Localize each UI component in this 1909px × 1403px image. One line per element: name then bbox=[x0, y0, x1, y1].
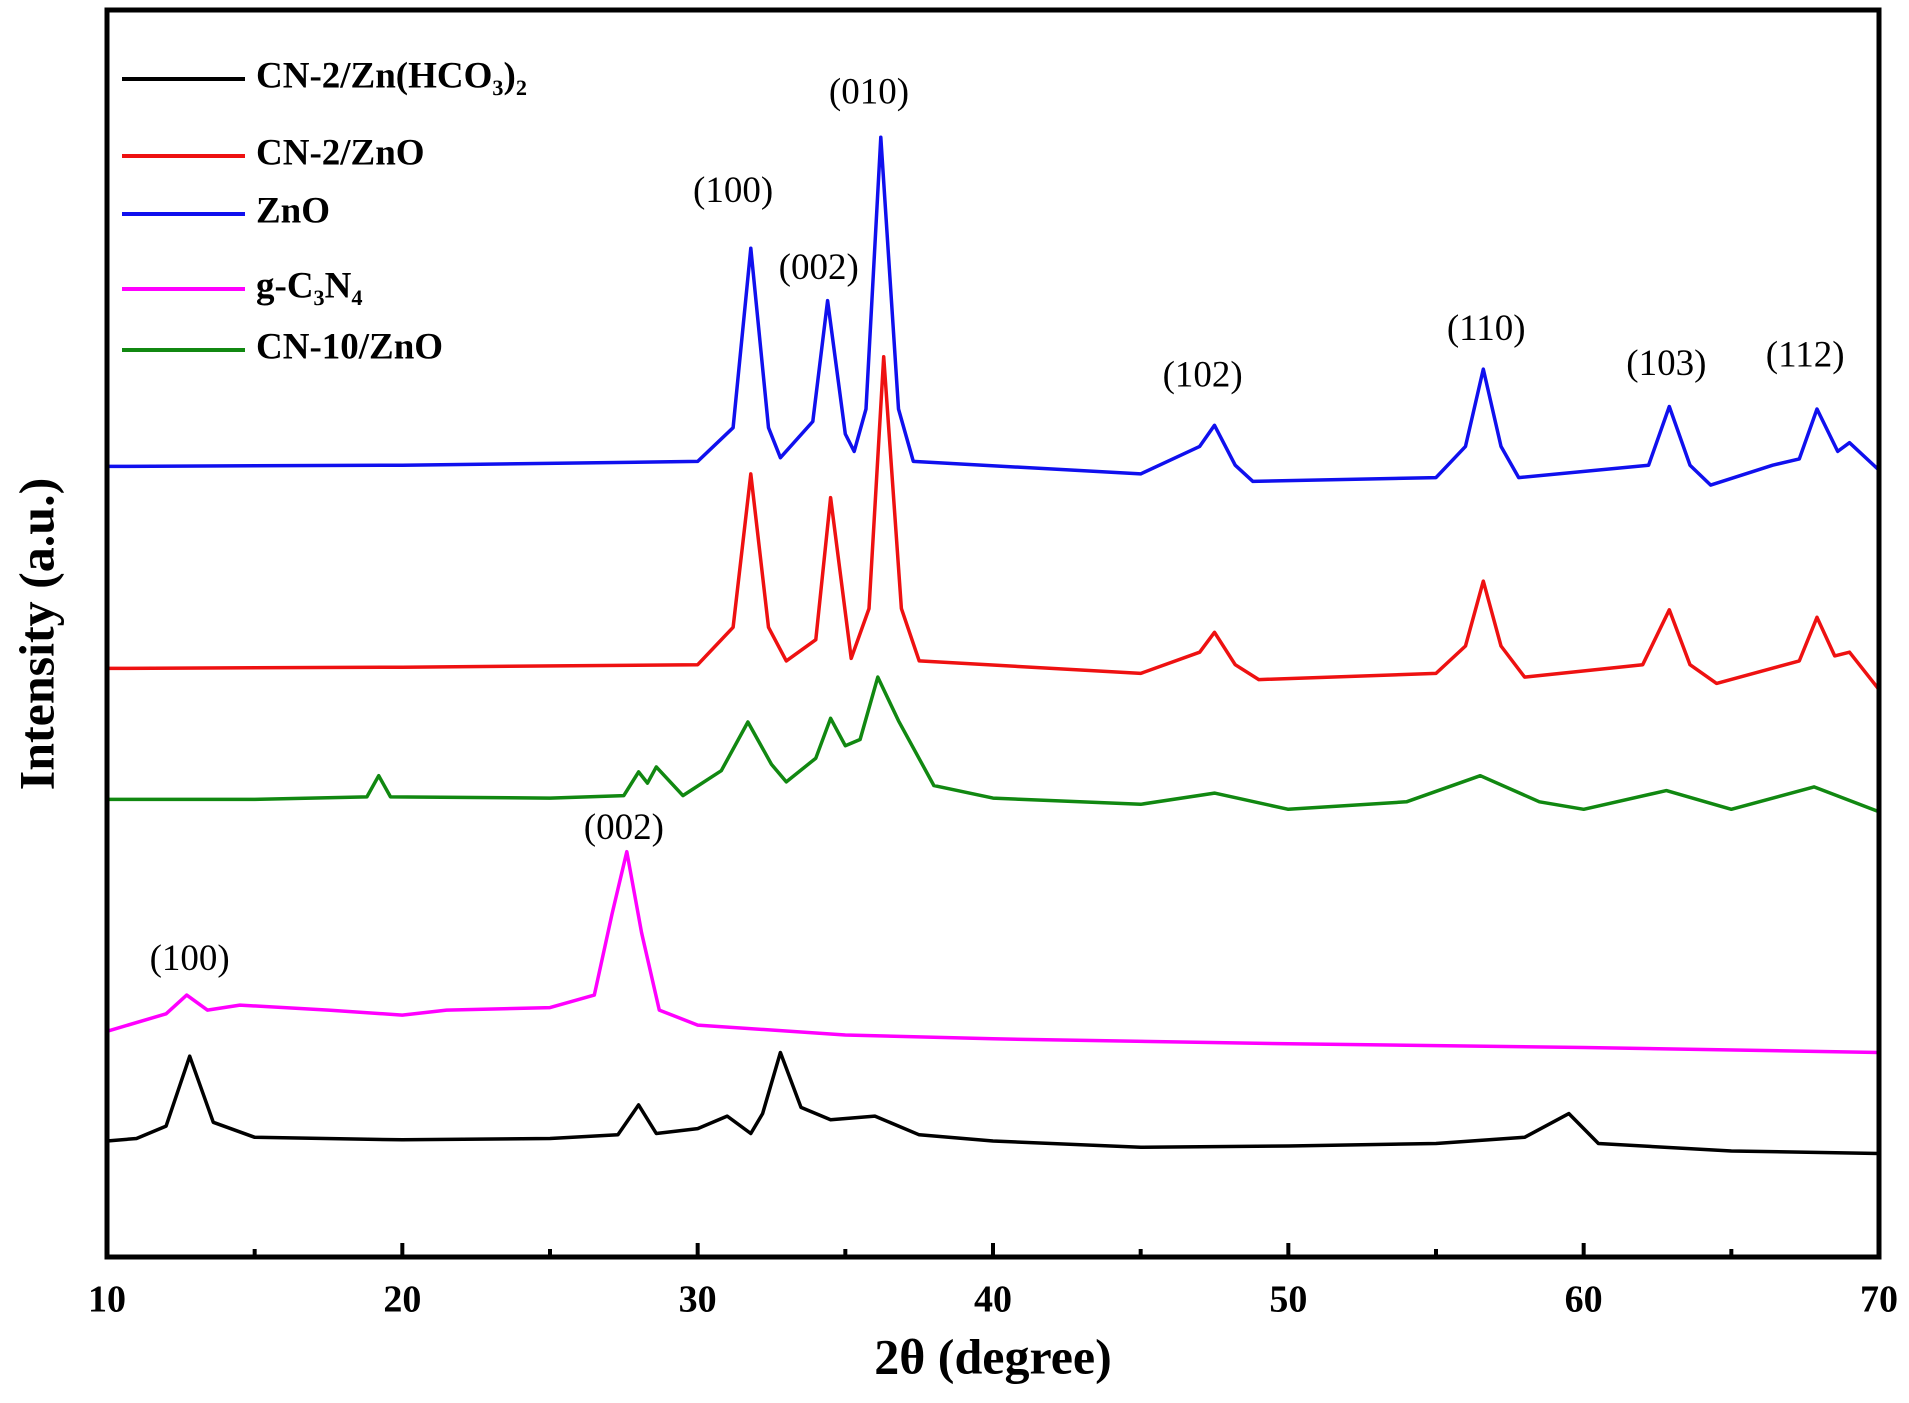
peak-label: (002) bbox=[584, 807, 664, 848]
x-tick-label: 40 bbox=[974, 1279, 1012, 1321]
peak-label: (103) bbox=[1626, 343, 1706, 384]
data-line bbox=[106, 849, 1880, 1055]
x-tick-label: 60 bbox=[1565, 1279, 1603, 1321]
legend-label: CN-10/ZnO bbox=[256, 326, 443, 367]
data-line bbox=[106, 1050, 1880, 1156]
data-line bbox=[107, 675, 1880, 814]
x-tick-label: 30 bbox=[679, 1279, 717, 1321]
peak-label: (110) bbox=[1447, 308, 1526, 349]
peak-label: (010) bbox=[829, 71, 909, 112]
x-tick-label: 10 bbox=[88, 1279, 126, 1321]
y-axis-title: Intensity (a.u.) bbox=[8, 478, 64, 791]
data-line bbox=[106, 354, 1881, 691]
peak-label: (100) bbox=[693, 170, 773, 211]
peak-label: (112) bbox=[1766, 334, 1845, 375]
legend-label: ZnO bbox=[256, 190, 330, 231]
peak-label: (102) bbox=[1163, 354, 1243, 395]
x-tick-label: 20 bbox=[383, 1279, 421, 1321]
plot-frame bbox=[104, 7, 1882, 1260]
x-tick-label: 70 bbox=[1860, 1279, 1898, 1321]
data-line bbox=[106, 135, 1881, 487]
peak-label: (100) bbox=[150, 938, 230, 979]
x-axis-title: 2θ (degree) bbox=[874, 1328, 1112, 1384]
legend-label: CN-2/ZnO bbox=[256, 132, 425, 173]
legend-label: g-C₃N₄ bbox=[256, 265, 362, 306]
peak-label: (002) bbox=[779, 247, 859, 288]
legend-label: CN-2/Zn(HCO₃)₂ bbox=[256, 55, 527, 96]
x-tick-label: 50 bbox=[1269, 1279, 1307, 1321]
